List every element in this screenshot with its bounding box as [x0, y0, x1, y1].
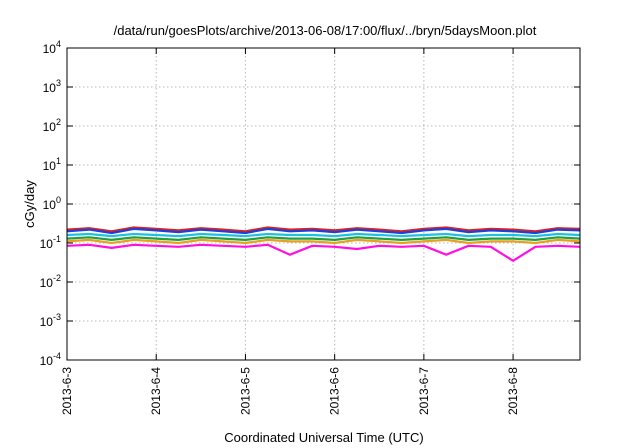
- series-line: [66, 227, 581, 235]
- y-tick-label: 10-2: [40, 273, 61, 290]
- x-tick-label: 2013-6-6: [328, 367, 342, 415]
- x-tick-label: 2013-6-7: [417, 367, 431, 415]
- y-tick-label: 100: [43, 195, 61, 212]
- y-axis: 10-4 10-3 10-2 10-1 100 101 102 103 104: [40, 39, 580, 368]
- grid: [67, 48, 580, 360]
- y-tick-label: 104: [43, 39, 61, 56]
- x-axis: 2013-6-3 2013-6-4 2013-6-5 2013-6-6 2013-6-7…: [60, 48, 520, 415]
- y-tick-label: 101: [43, 156, 61, 173]
- y-tick-label: 10-1: [40, 234, 61, 251]
- x-tick-label: 2013-6-4: [149, 367, 163, 415]
- y-axis-label: cGy/day: [22, 180, 37, 228]
- y-tick-label: 10-3: [40, 312, 61, 329]
- x-axis-label: Coordinated Universal Time (UTC): [224, 430, 423, 445]
- y-tick-label: 10-4: [40, 351, 61, 368]
- x-tick-label: 2013-6-8: [506, 367, 520, 415]
- series-line: [66, 238, 581, 245]
- x-tick-label: 2013-6-5: [238, 367, 252, 415]
- series-line: [66, 236, 581, 241]
- x-tick-label: 2013-6-3: [60, 367, 74, 415]
- series-line: [66, 243, 581, 262]
- y-tick-label: 102: [43, 117, 61, 134]
- y-tick-label: 103: [43, 78, 61, 95]
- chart-title: /data/run/goesPlots/archive/2013-06-08/1…: [114, 23, 537, 38]
- series-line: [66, 232, 581, 238]
- series-lines: [66, 226, 581, 262]
- series-line: [66, 226, 581, 233]
